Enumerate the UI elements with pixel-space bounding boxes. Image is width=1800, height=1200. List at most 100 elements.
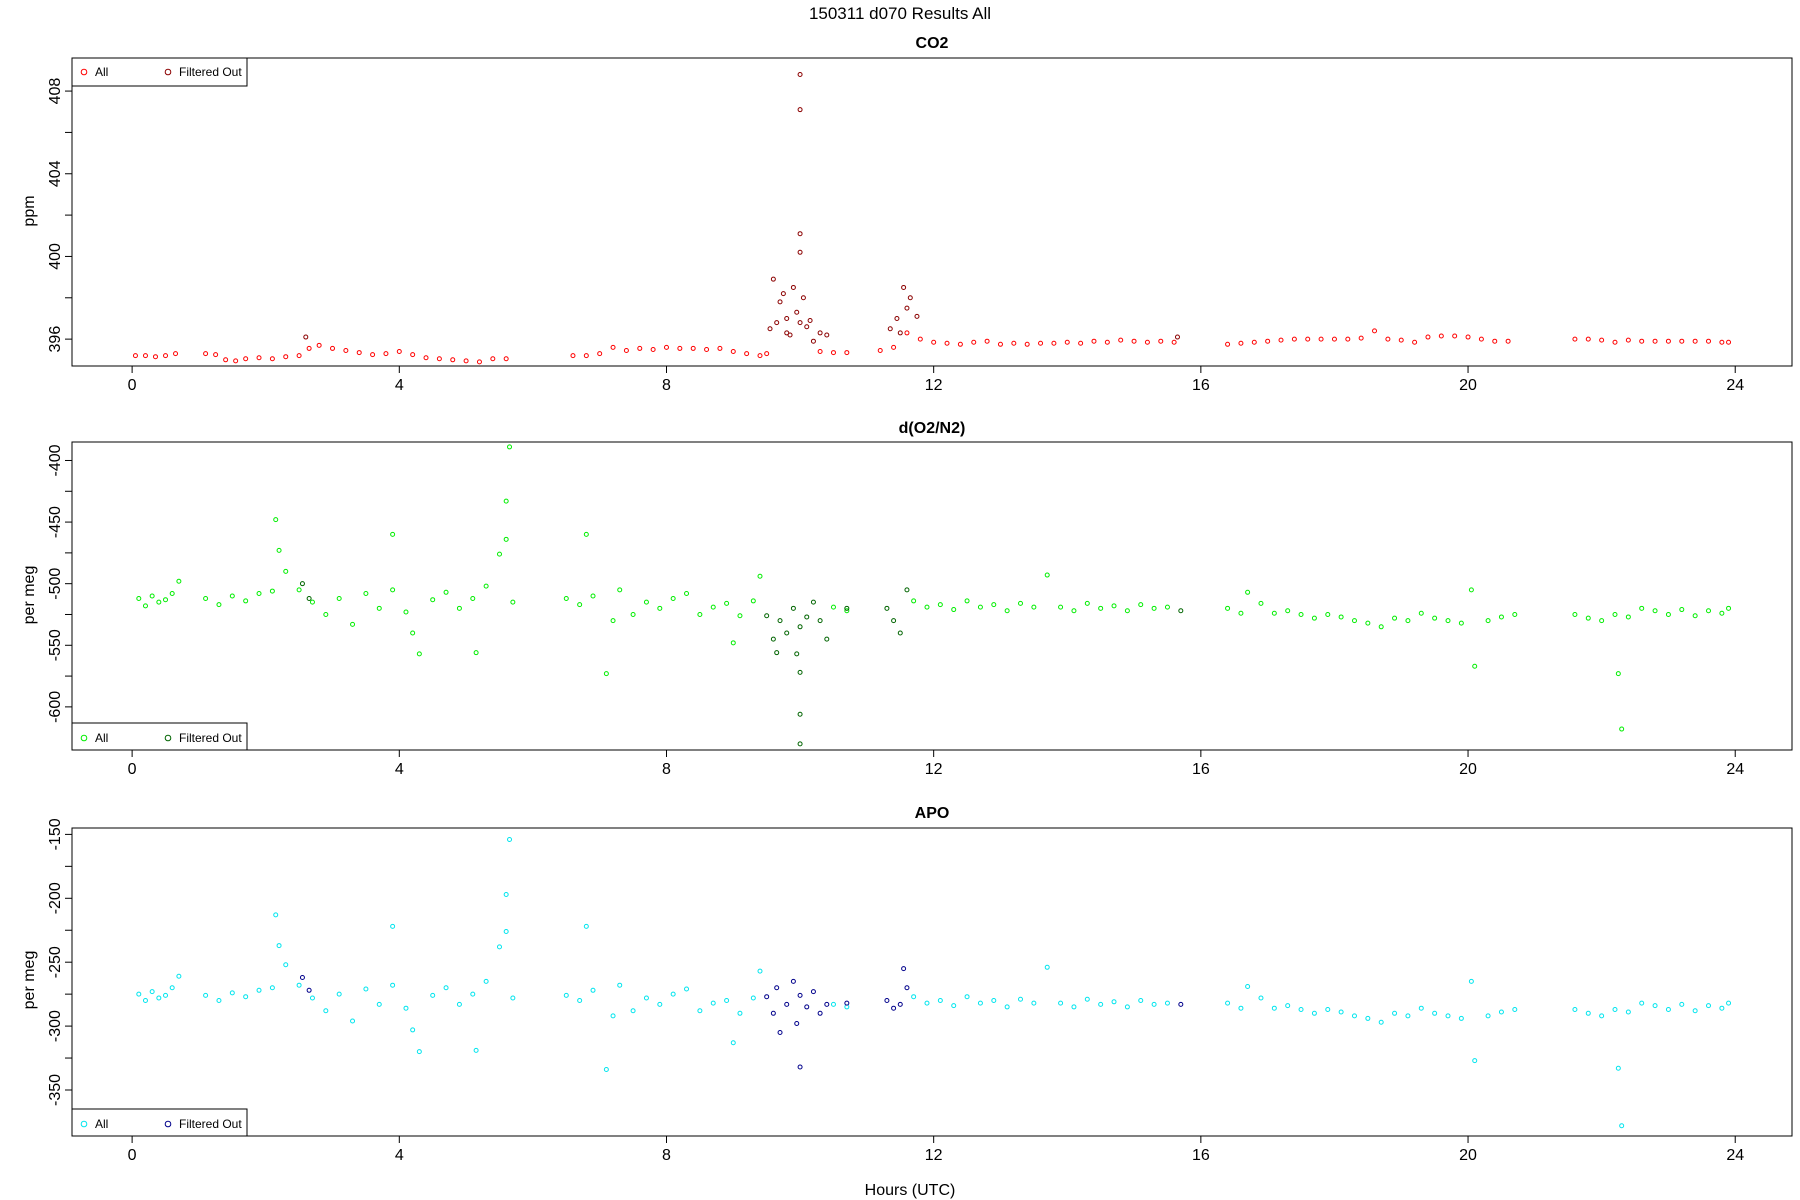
point-all-apo <box>1164 1000 1170 1006</box>
point-all-o2n2 <box>964 598 970 604</box>
point-filtered-apo <box>1178 1001 1184 1007</box>
point-all-apo <box>684 986 690 992</box>
point-all-apo <box>216 998 222 1004</box>
point-all-o2n2 <box>737 613 743 619</box>
point-all-apo <box>473 1047 479 1053</box>
point-filtered-co2 <box>797 107 803 113</box>
point-all-o2n2 <box>1285 608 1291 614</box>
x-tick-label-apo: 4 <box>395 1147 404 1164</box>
legend-label-filtered-co2: Filtered Out <box>179 65 242 79</box>
point-filtered-apo <box>891 1005 897 1011</box>
point-filtered-o2n2 <box>904 587 910 593</box>
point-all-co2 <box>1612 339 1618 345</box>
point-all-o2n2 <box>216 602 222 608</box>
point-all-apo <box>1378 1019 1384 1025</box>
point-all-co2 <box>1478 336 1484 342</box>
point-filtered-apo <box>764 994 770 1000</box>
point-all-co2 <box>503 356 509 362</box>
point-all-co2 <box>423 355 429 361</box>
point-all-co2 <box>306 345 312 351</box>
point-all-co2 <box>1679 338 1685 344</box>
point-all-co2 <box>383 351 389 357</box>
point-all-o2n2 <box>750 598 756 604</box>
point-all-co2 <box>1091 338 1097 344</box>
point-all-apo <box>443 985 449 991</box>
point-all-o2n2 <box>757 573 763 579</box>
point-all-apo <box>977 1000 983 1006</box>
point-all-o2n2 <box>724 600 730 606</box>
point-all-co2 <box>917 336 923 342</box>
point-all-co2 <box>132 353 138 359</box>
point-all-apo <box>1084 996 1090 1002</box>
point-all-o2n2 <box>1325 611 1331 617</box>
point-filtered-co2 <box>784 315 790 321</box>
point-all-co2 <box>356 350 362 356</box>
point-all-co2 <box>1692 338 1698 344</box>
point-filtered-co2 <box>767 326 773 332</box>
point-all-apo <box>1625 1009 1631 1015</box>
point-all-o2n2 <box>142 603 148 609</box>
point-all-apo <box>169 985 175 991</box>
point-all-o2n2 <box>410 630 416 636</box>
point-all-co2 <box>370 352 376 358</box>
legend-marker-filtered-o2n2 <box>164 734 172 742</box>
point-all-apo <box>376 1001 382 1007</box>
point-filtered-o2n2 <box>804 614 810 620</box>
point-all-o2n2 <box>1432 615 1438 621</box>
point-filtered-apo <box>810 989 816 995</box>
point-filtered-co2 <box>887 326 893 332</box>
y-tick-label-co2: 396 <box>47 326 64 353</box>
point-all-apo <box>1679 1001 1685 1007</box>
point-all-o2n2 <box>1258 600 1264 606</box>
point-all-co2 <box>1585 336 1591 342</box>
point-all-o2n2 <box>1238 610 1244 616</box>
y-tick-label-apo: -250 <box>47 946 64 978</box>
point-all-co2 <box>463 358 469 364</box>
point-all-co2 <box>490 356 496 362</box>
point-all-apo <box>510 995 516 1001</box>
plot-frame-co2 <box>71 57 1793 367</box>
point-all-o2n2 <box>510 599 516 605</box>
x-tick-label-co2: 4 <box>395 377 404 394</box>
point-all-apo <box>410 1027 416 1033</box>
point-all-o2n2 <box>1392 615 1398 621</box>
point-all-co2 <box>904 330 910 336</box>
x-tick-label-apo: 0 <box>128 1147 137 1164</box>
point-all-apo <box>1615 1065 1621 1071</box>
point-filtered-o2n2 <box>794 651 800 657</box>
point-all-o2n2 <box>1472 663 1478 669</box>
point-all-co2 <box>1305 336 1311 342</box>
point-all-apo <box>1498 1009 1504 1015</box>
point-all-o2n2 <box>657 605 663 611</box>
point-all-o2n2 <box>697 611 703 617</box>
legend-label-filtered-apo: Filtered Out <box>179 1117 242 1131</box>
legend-marker-all-o2n2 <box>80 734 88 742</box>
point-filtered-o2n2 <box>797 669 803 675</box>
point-filtered-apo <box>797 992 803 998</box>
point-all-apo <box>577 998 583 1004</box>
point-all-apo <box>507 837 513 843</box>
point-all-apo <box>503 929 509 935</box>
point-all-o2n2 <box>643 599 649 605</box>
point-all-co2 <box>1011 340 1017 346</box>
point-all-apo <box>1058 1000 1064 1006</box>
point-all-apo <box>276 943 282 949</box>
point-all-co2 <box>984 338 990 344</box>
point-all-o2n2 <box>1044 572 1050 578</box>
point-filtered-o2n2 <box>817 618 823 624</box>
point-all-o2n2 <box>577 602 583 608</box>
point-all-co2 <box>717 345 723 351</box>
point-all-apo <box>1619 1123 1625 1129</box>
point-all-co2 <box>1438 333 1444 339</box>
point-all-co2 <box>1251 339 1257 345</box>
point-all-apo <box>563 992 569 998</box>
point-all-co2 <box>1505 338 1511 344</box>
point-all-apo <box>256 987 262 993</box>
point-all-apo <box>750 995 756 1001</box>
panel-apo: APO per meg All Filtered Out 0 4 8 12 16 20 24… <box>21 805 1793 1164</box>
point-all-co2 <box>597 351 603 357</box>
x-tick-label-o2n2: 4 <box>395 761 404 778</box>
point-all-apo <box>603 1067 609 1073</box>
point-all-co2 <box>957 341 963 347</box>
point-all-o2n2 <box>176 578 182 584</box>
